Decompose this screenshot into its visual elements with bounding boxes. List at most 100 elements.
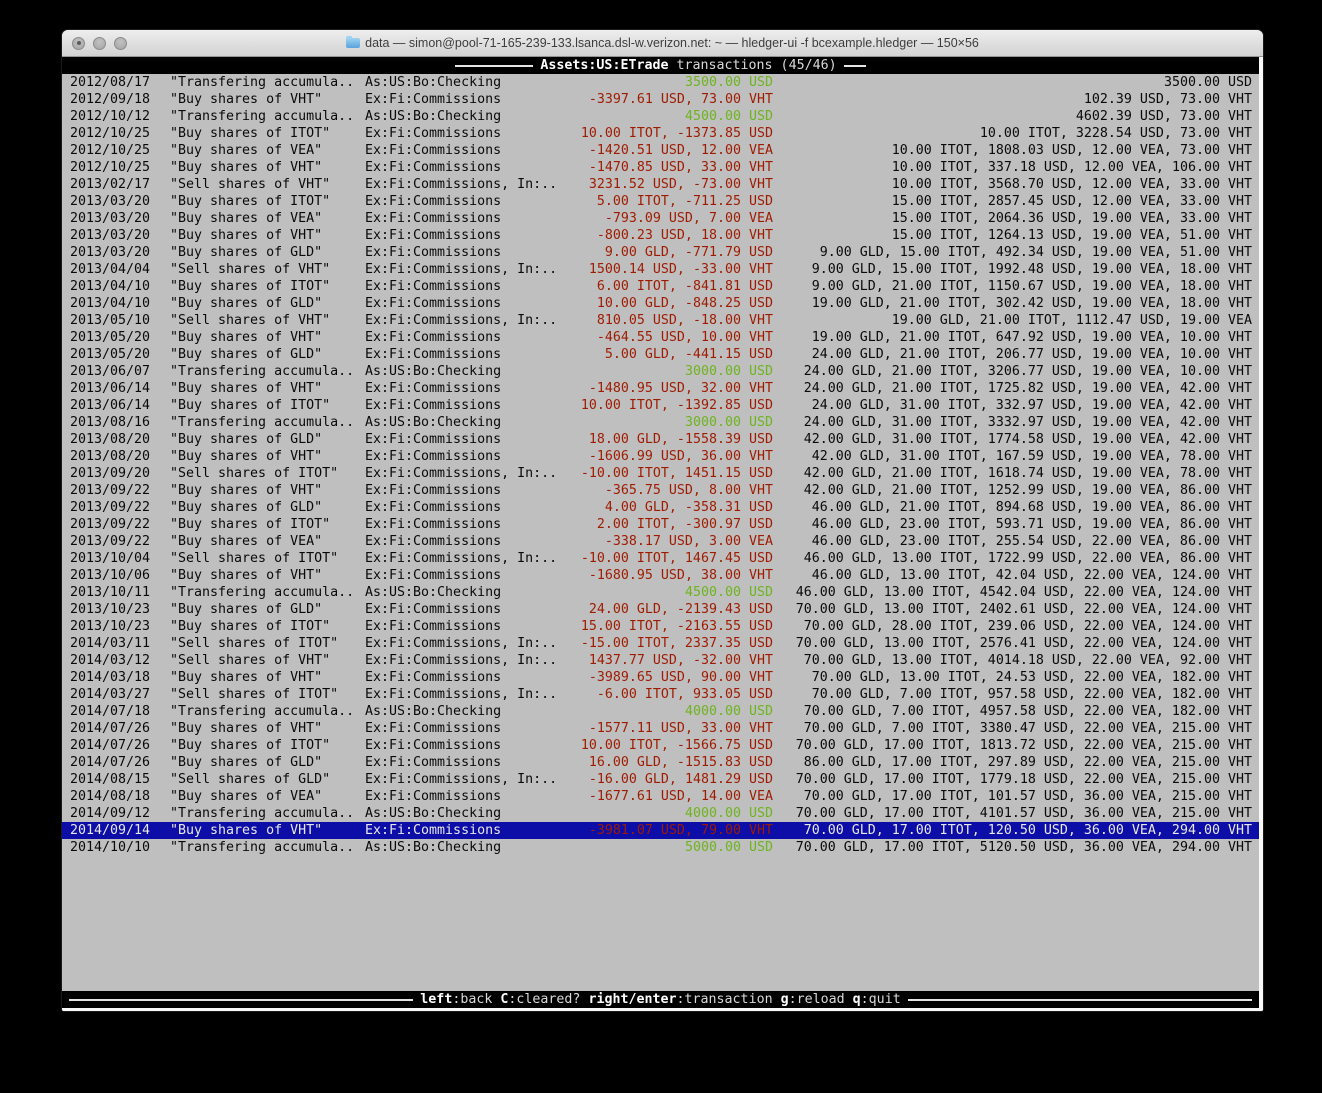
transaction-change: -3989.65 USD, 90.00 VHT xyxy=(588,670,773,685)
transaction-description: "Buy shares of GLD" xyxy=(170,296,323,311)
transaction-balance: 24.00 GLD, 21.00 ITOT, 3206.77 USD, 19.0… xyxy=(803,364,1252,379)
transaction-row[interactable]: 2013/10/06 "Buy shares of VHT" Ex:Fi:Com… xyxy=(62,567,1259,584)
header-rule-left xyxy=(455,64,534,67)
transaction-change: -338.17 USD, 3.00 VEA xyxy=(604,534,773,549)
transaction-description: "Buy shares of ITOT" xyxy=(170,738,331,753)
transaction-row[interactable]: 2014/10/10 "Transfering accumula.. As:US… xyxy=(62,839,1259,856)
transaction-row[interactable]: 2014/07/18 "Transfering accumula.. As:US… xyxy=(62,703,1259,720)
transaction-row[interactable]: 2013/10/23 "Buy shares of GLD" Ex:Fi:Com… xyxy=(62,601,1259,618)
transaction-row[interactable]: 2012/10/25 "Buy shares of VEA" Ex:Fi:Com… xyxy=(62,142,1259,159)
transaction-change: 10.00 ITOT, -1566.75 USD xyxy=(580,738,773,753)
transaction-accounts: Ex:Fi:Commissions, In:.. xyxy=(365,313,558,328)
transaction-row[interactable]: 2013/03/20 "Buy shares of GLD" Ex:Fi:Com… xyxy=(62,244,1259,261)
transaction-row[interactable]: 2013/02/17 "Sell shares of VHT" Ex:Fi:Co… xyxy=(62,176,1259,193)
transaction-row[interactable]: 2013/06/07 "Transfering accumula.. As:US… xyxy=(62,363,1259,380)
transaction-row[interactable]: 2013/06/14 "Buy shares of ITOT" Ex:Fi:Co… xyxy=(62,397,1259,414)
transaction-row[interactable]: 2013/09/22 "Buy shares of GLD" Ex:Fi:Com… xyxy=(62,499,1259,516)
transaction-row[interactable]: 2013/04/10 "Buy shares of GLD" Ex:Fi:Com… xyxy=(62,295,1259,312)
transaction-row[interactable]: 2014/07/26 "Buy shares of GLD" Ex:Fi:Com… xyxy=(62,754,1259,771)
transaction-row[interactable]: 2013/05/20 "Buy shares of GLD" Ex:Fi:Com… xyxy=(62,346,1259,363)
transaction-row[interactable]: 2013/09/22 "Buy shares of VEA" Ex:Fi:Com… xyxy=(62,533,1259,550)
transaction-description: "Sell shares of VHT" xyxy=(170,313,331,328)
transaction-row[interactable]: 2014/09/12 "Transfering accumula.. As:US… xyxy=(62,805,1259,822)
transaction-row[interactable]: 2013/03/20 "Buy shares of ITOT" Ex:Fi:Co… xyxy=(62,193,1259,210)
transaction-date: 2013/10/11 xyxy=(70,585,151,600)
transaction-balance: 42.00 GLD, 31.00 ITOT, 1774.58 USD, 19.0… xyxy=(803,432,1252,447)
folder-icon xyxy=(346,36,361,48)
transaction-row[interactable]: 2014/09/14 "Buy shares of VHT" Ex:Fi:Com… xyxy=(62,822,1259,839)
transaction-row[interactable]: 2014/03/12 "Sell shares of VHT" Ex:Fi:Co… xyxy=(62,652,1259,669)
transaction-row[interactable]: 2013/06/14 "Buy shares of VHT" Ex:Fi:Com… xyxy=(62,380,1259,397)
transaction-row[interactable]: 2013/09/20 "Sell shares of ITOT" Ex:Fi:C… xyxy=(62,465,1259,482)
transaction-row[interactable]: 2013/03/20 "Buy shares of VEA" Ex:Fi:Com… xyxy=(62,210,1259,227)
transaction-accounts: Ex:Fi:Commissions xyxy=(365,432,502,447)
transaction-row[interactable]: 2014/08/18 "Buy shares of VEA" Ex:Fi:Com… xyxy=(62,788,1259,805)
transaction-accounts: Ex:Fi:Commissions xyxy=(365,279,502,294)
transaction-balance: 9.00 GLD, 21.00 ITOT, 1150.67 USD, 19.00… xyxy=(811,279,1252,294)
transaction-change: 3500.00 USD xyxy=(684,75,773,90)
transaction-description: "Buy shares of VHT" xyxy=(170,823,323,838)
transaction-row[interactable]: 2012/08/17 "Transfering accumula.. As:US… xyxy=(62,74,1259,91)
transaction-accounts: Ex:Fi:Commissions xyxy=(365,381,502,396)
transaction-row[interactable]: 2014/07/26 "Buy shares of ITOT" Ex:Fi:Co… xyxy=(62,737,1259,754)
transaction-date: 2014/08/18 xyxy=(70,789,151,804)
transaction-balance: 10.00 ITOT, 337.18 USD, 12.00 VEA, 106.0… xyxy=(891,160,1252,175)
window-controls xyxy=(72,30,127,56)
transaction-accounts: Ex:Fi:Commissions xyxy=(365,245,502,260)
transaction-accounts: Ex:Fi:Commissions, In:.. xyxy=(365,466,558,481)
transaction-change: 5000.00 USD xyxy=(684,840,773,855)
transaction-accounts: As:US:Bo:Checking xyxy=(365,109,502,124)
key-hints: left:back C:cleared? right/enter:transac… xyxy=(420,992,901,1007)
transaction-row[interactable]: 2012/10/25 "Buy shares of ITOT" Ex:Fi:Co… xyxy=(62,125,1259,142)
window-titlebar[interactable]: data — simon@pool-71-165-239-133.lsanca.… xyxy=(62,30,1263,57)
minimize-button[interactable] xyxy=(93,36,106,50)
transaction-row[interactable]: 2013/09/22 "Buy shares of VHT" Ex:Fi:Com… xyxy=(62,482,1259,499)
maximize-button[interactable] xyxy=(114,36,127,50)
transaction-balance: 10.00 ITOT, 3228.54 USD, 73.00 VHT xyxy=(979,126,1252,141)
transaction-change: 10.00 GLD, -848.25 USD xyxy=(596,296,773,311)
transaction-row[interactable]: 2014/03/18 "Buy shares of VHT" Ex:Fi:Com… xyxy=(62,669,1259,686)
transaction-accounts: Ex:Fi:Commissions, In:.. xyxy=(365,551,558,566)
transaction-date: 2013/06/14 xyxy=(70,381,151,396)
transaction-row[interactable]: 2013/05/20 "Buy shares of VHT" Ex:Fi:Com… xyxy=(62,329,1259,346)
transaction-row[interactable]: 2013/08/20 "Buy shares of GLD" Ex:Fi:Com… xyxy=(62,431,1259,448)
transaction-description: "Sell shares of ITOT" xyxy=(170,687,339,702)
transaction-accounts: Ex:Fi:Commissions, In:.. xyxy=(365,636,558,651)
transaction-row[interactable]: 2013/08/16 "Transfering accumula.. As:US… xyxy=(62,414,1259,431)
transaction-row[interactable]: 2012/09/18 "Buy shares of VHT" Ex:Fi:Com… xyxy=(62,91,1259,108)
transaction-row[interactable]: 2013/10/04 "Sell shares of ITOT" Ex:Fi:C… xyxy=(62,550,1259,567)
transaction-row[interactable]: 2013/08/20 "Buy shares of VHT" Ex:Fi:Com… xyxy=(62,448,1259,465)
close-button[interactable] xyxy=(72,36,85,50)
transaction-row[interactable]: 2013/10/23 "Buy shares of ITOT" Ex:Fi:Co… xyxy=(62,618,1259,635)
transaction-row[interactable]: 2012/10/25 "Buy shares of VHT" Ex:Fi:Com… xyxy=(62,159,1259,176)
transaction-description: "Transfering accumula.. xyxy=(170,704,355,719)
transaction-row[interactable]: 2013/03/20 "Buy shares of VHT" Ex:Fi:Com… xyxy=(62,227,1259,244)
status-rule-right xyxy=(907,998,1252,1001)
status-bar: left:back C:cleared? right/enter:transac… xyxy=(62,991,1259,1008)
transaction-date: 2014/07/26 xyxy=(70,738,151,753)
transaction-change: 810.05 USD, -18.00 VHT xyxy=(596,313,773,328)
transaction-row[interactable]: 2014/03/27 "Sell shares of ITOT" Ex:Fi:C… xyxy=(62,686,1259,703)
transaction-row[interactable]: 2013/04/04 "Sell shares of VHT" Ex:Fi:Co… xyxy=(62,261,1259,278)
screen-title: Assets:US:ETrade transactions (45/46) xyxy=(540,57,836,74)
transaction-description: "Transfering accumula.. xyxy=(170,585,355,600)
transaction-balance: 24.00 GLD, 21.00 ITOT, 206.77 USD, 19.00… xyxy=(811,347,1252,362)
transaction-row[interactable]: 2014/08/15 "Sell shares of GLD" Ex:Fi:Co… xyxy=(62,771,1259,788)
transaction-row[interactable]: 2013/09/22 "Buy shares of ITOT" Ex:Fi:Co… xyxy=(62,516,1259,533)
transaction-balance: 10.00 ITOT, 3568.70 USD, 12.00 VEA, 33.0… xyxy=(891,177,1252,192)
transaction-accounts: As:US:Bo:Checking xyxy=(365,840,502,855)
transaction-change: -15.00 ITOT, 2337.35 USD xyxy=(580,636,773,651)
transaction-description: "Buy shares of VEA" xyxy=(170,534,323,549)
transaction-row[interactable]: 2013/04/10 "Buy shares of ITOT" Ex:Fi:Co… xyxy=(62,278,1259,295)
transaction-accounts: Ex:Fi:Commissions xyxy=(365,160,502,175)
transaction-date: 2013/05/20 xyxy=(70,330,151,345)
transaction-row[interactable]: 2014/03/11 "Sell shares of ITOT" Ex:Fi:C… xyxy=(62,635,1259,652)
transaction-change: 3231.52 USD, -73.00 VHT xyxy=(588,177,773,192)
transaction-date: 2013/08/20 xyxy=(70,449,151,464)
transaction-row[interactable]: 2013/10/11 "Transfering accumula.. As:US… xyxy=(62,584,1259,601)
transaction-row[interactable]: 2012/10/12 "Transfering accumula.. As:US… xyxy=(62,108,1259,125)
transaction-row[interactable]: 2013/05/10 "Sell shares of VHT" Ex:Fi:Co… xyxy=(62,312,1259,329)
transaction-row[interactable]: 2014/07/26 "Buy shares of VHT" Ex:Fi:Com… xyxy=(62,720,1259,737)
transaction-date: 2012/10/12 xyxy=(70,109,151,124)
